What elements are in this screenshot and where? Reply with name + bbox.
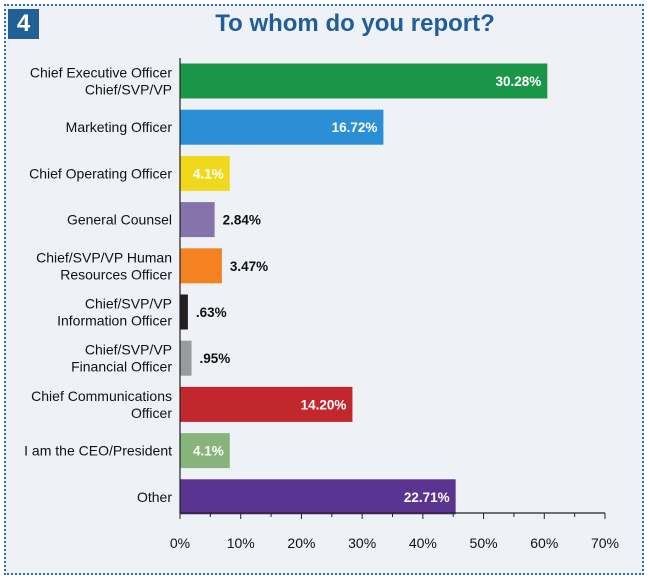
bar	[180, 155, 230, 191]
category-label: Chief Communications	[31, 388, 172, 404]
data-label: 3.47%	[230, 259, 268, 274]
bar	[180, 202, 215, 238]
bar	[180, 340, 192, 376]
category-label: Chief/SVP/VP Human	[36, 249, 172, 265]
data-label: .63%	[196, 305, 227, 320]
category-label: Resources Officer	[60, 266, 172, 282]
category-label: Marketing Officer	[66, 119, 173, 135]
data-label: 2.84%	[223, 213, 261, 228]
x-tick-label: 40%	[409, 535, 437, 551]
category-label: Chief Executive Officer	[30, 65, 172, 81]
category-label: I am the CEO/President	[24, 443, 172, 459]
x-tick-label: 0%	[170, 535, 190, 551]
bar	[180, 248, 222, 284]
bar	[180, 479, 456, 515]
category-label: Other	[137, 489, 172, 505]
bar	[180, 433, 230, 469]
bar	[180, 63, 548, 99]
data-label: 4.1%	[193, 166, 224, 181]
x-tick-label: 60%	[530, 535, 558, 551]
figure-number-badge: 4	[8, 9, 39, 39]
category-label: Information Officer	[57, 313, 172, 329]
bar	[180, 386, 353, 422]
category-label: Officer	[131, 405, 172, 421]
bar	[180, 109, 384, 145]
x-tick-label: 20%	[287, 535, 315, 551]
category-label: Financial Officer	[71, 359, 172, 375]
data-label: 14.20%	[301, 397, 347, 412]
category-label: Chief/SVP/VP	[85, 342, 172, 358]
category-label: Chief/SVP/VP	[85, 82, 172, 98]
data-label: 22.71%	[404, 490, 450, 505]
x-tick-label: 10%	[227, 535, 255, 551]
category-label: General Counsel	[67, 212, 172, 228]
category-label: Chief Operating Officer	[29, 165, 172, 181]
data-label: 4.1%	[193, 444, 224, 459]
bar	[180, 294, 188, 330]
category-label: Chief/SVP/VP	[85, 296, 172, 312]
data-label: 16.72%	[332, 120, 378, 135]
chart-title: To whom do you report?	[215, 10, 495, 37]
x-tick-label: 30%	[348, 535, 376, 551]
data-label: .95%	[200, 351, 231, 366]
x-tick-label: 50%	[470, 535, 498, 551]
x-tick-label: 70%	[591, 535, 619, 551]
data-label: 30.28%	[496, 74, 542, 89]
